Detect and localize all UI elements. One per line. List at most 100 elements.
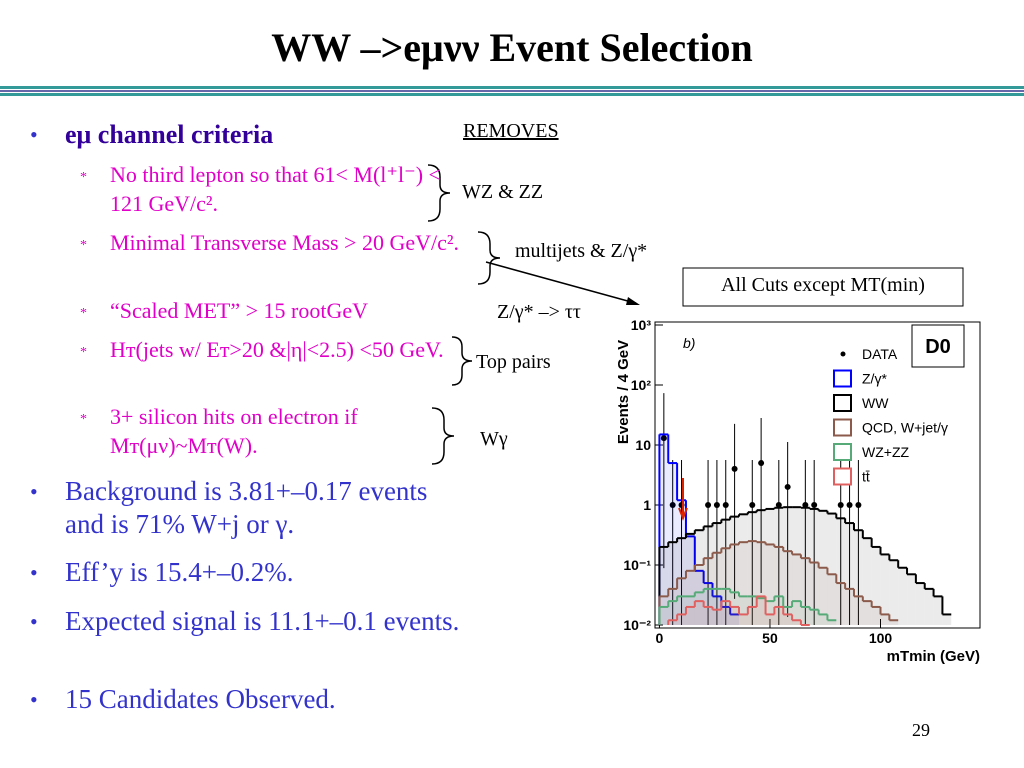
bullet-text: Eff’y is 15.4+–0.2%.: [65, 557, 294, 587]
bullet-heading: eμ channel criteria: [65, 120, 274, 149]
y-axis-label: Events / 4 GeV: [615, 340, 632, 444]
sub-marker: *: [80, 345, 87, 360]
bin-fill: [721, 588, 731, 625]
bin-fill: [739, 514, 748, 625]
data-point: [758, 460, 765, 467]
bin-fill: [774, 546, 784, 625]
bin-fill: [818, 567, 828, 625]
removes-item: multijets & Z/γ*: [515, 240, 648, 262]
bin-fill: [694, 565, 704, 625]
removes-item: Wγ: [480, 428, 508, 450]
bullet-dot: •: [30, 687, 38, 712]
bin-fill: [730, 516, 740, 625]
experiment-label: D0: [925, 336, 951, 358]
bin-fill: [783, 606, 793, 625]
brace: [451, 336, 473, 386]
bullet-text: Background is 3.81+–0.17 events and is 7…: [65, 476, 428, 539]
legend-marker: [833, 467, 852, 486]
bin-fill: [668, 463, 678, 625]
bin-fill: [765, 508, 775, 625]
annotation-arrow: [678, 478, 688, 521]
bin-fill: [871, 546, 881, 625]
bin-fill: [898, 567, 908, 625]
bin-fill: [659, 606, 669, 625]
legend-label: QCD, W+jet/γ: [862, 420, 948, 436]
bin-fill: [783, 551, 793, 625]
bin-fill: [889, 620, 899, 625]
bullet-text: Expected signal is 11.1+–0.1 events.: [65, 606, 460, 636]
legend-label: WZ+ZZ: [862, 444, 909, 460]
bin-fill: [712, 609, 722, 625]
bin-fill: [703, 526, 713, 625]
removes-heading: REMOVES: [463, 120, 559, 142]
bin-fill: [677, 578, 686, 625]
bin-fill: [853, 596, 863, 625]
bin-fill: [827, 574, 837, 625]
bin-fill: [809, 508, 819, 625]
bin-fill: [907, 574, 916, 625]
data-point: [784, 483, 791, 490]
bin-fill: [677, 614, 686, 625]
bin-fill: [774, 596, 784, 625]
data-point: [855, 502, 862, 508]
legend-marker: [833, 394, 852, 412]
data-point: [775, 502, 782, 508]
bullet-dot: •: [30, 479, 38, 504]
removes-item: Z/γ* –> ττ: [497, 301, 581, 323]
panel-label: b): [683, 335, 695, 351]
bin-fill: [827, 513, 837, 625]
data-point: [669, 502, 676, 508]
bin-fill: [668, 601, 678, 625]
legend-label: WW: [862, 395, 889, 411]
bullet-dot: •: [30, 609, 38, 634]
cut-box: [682, 267, 964, 307]
bin-fill: [730, 614, 740, 625]
bin-fill: [685, 536, 695, 625]
bin-fill: [800, 558, 810, 625]
data-point: [846, 502, 853, 508]
bin-fill: [756, 510, 766, 625]
y-tick-label: 10⁻²: [623, 617, 651, 633]
bin-fill: [800, 507, 810, 625]
data-point: [837, 502, 844, 508]
experiment-box: [911, 324, 965, 368]
bin-fill: [659, 434, 669, 625]
title: WW –>eμνν Event Selection: [271, 25, 753, 70]
rule: [0, 86, 1024, 89]
bin-fill: [915, 583, 925, 625]
legend-marker: [833, 443, 852, 461]
plot-frame: [654, 321, 981, 629]
x-tick-label: 100: [869, 630, 893, 646]
brace: [431, 407, 455, 465]
sub-marker: *: [80, 170, 87, 185]
removes-item: WZ & ZZ: [462, 181, 544, 203]
bin-fill: [765, 601, 775, 625]
bin-fill: [739, 542, 748, 625]
bin-fill: [747, 606, 757, 625]
bin-fill: [747, 596, 757, 625]
bin-fill: [800, 606, 810, 625]
data-point: [731, 465, 738, 472]
bin-fill: [677, 538, 686, 625]
bin-fill: [685, 570, 695, 625]
series: [658, 540, 899, 625]
bin-fill: [739, 596, 748, 625]
y-tick-label: 10³: [631, 317, 652, 333]
bin-fill: [694, 530, 704, 625]
x-tick-label: 50: [762, 630, 778, 646]
sub-item: Minimal Transverse Mass > 20 GeV/c².: [110, 230, 459, 255]
sub-item: Hᴛ(jets w/ Eᴛ>20 &|η|<2.5) <50 GeV.: [110, 337, 444, 362]
legend-marker: [833, 369, 852, 388]
sub-item: “Scaled MET” > 15 rootGeV: [110, 298, 368, 323]
bin-fill: [809, 562, 819, 625]
y-tick-label: 10²: [631, 377, 652, 393]
data-point: [811, 502, 818, 508]
bin-fill: [721, 601, 731, 625]
bin-fill: [845, 588, 854, 625]
removes-item: Top pairs: [476, 351, 551, 373]
bin-fill: [774, 606, 784, 625]
bin-fill: [783, 614, 793, 625]
bin-fill: [739, 614, 748, 625]
legend-label: tt̄: [862, 469, 870, 485]
